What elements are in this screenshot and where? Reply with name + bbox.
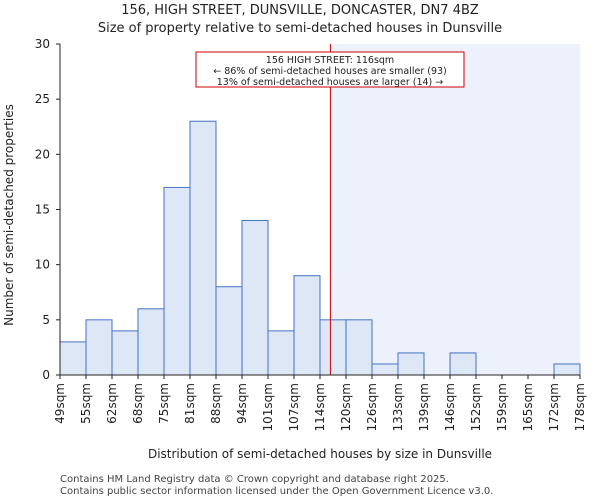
- y-tick-label: 15: [35, 203, 50, 217]
- x-tick-label: 88sqm: [209, 383, 223, 424]
- bar-101sqm: [267, 330, 295, 376]
- annotation-line-2: ← 86% of semi-detached houses are smalle…: [213, 66, 447, 77]
- bar-172sqm: [553, 363, 581, 376]
- x-tick-label: 101sqm: [261, 383, 275, 431]
- bar-114sqm: [319, 319, 347, 376]
- y-tick-label: 30: [35, 37, 50, 51]
- x-axis-label: Distribution of semi-detached houses by …: [148, 447, 492, 461]
- x-tick-label: 126sqm: [365, 383, 379, 431]
- x-tick-label: 62sqm: [105, 383, 119, 424]
- x-tick-label: 81sqm: [183, 383, 197, 424]
- bar-133sqm: [397, 352, 425, 376]
- y-tick-label: 10: [35, 258, 50, 272]
- x-tick-label: 152sqm: [469, 383, 483, 431]
- x-tick-label: 114sqm: [313, 383, 327, 431]
- x-tick-label: 107sqm: [287, 383, 301, 431]
- bar-49sqm: [59, 341, 87, 376]
- x-tick-label: 133sqm: [391, 383, 405, 431]
- x-tick-label: 94sqm: [235, 383, 249, 424]
- bar-68sqm: [137, 308, 165, 376]
- x-tick-label: 159sqm: [495, 383, 509, 431]
- bar-107sqm: [293, 275, 321, 376]
- footer-line-2: Contains public sector information licen…: [60, 486, 493, 497]
- x-tick-label: 139sqm: [417, 383, 431, 431]
- chart-subtitle: Size of property relative to semi-detach…: [98, 21, 502, 36]
- x-tick-label: 172sqm: [547, 383, 561, 431]
- bar-88sqm: [215, 286, 243, 376]
- y-axis-label: Number of semi-detached properties: [2, 104, 16, 326]
- y-tick-label: 5: [42, 313, 50, 327]
- bar-120sqm: [345, 319, 373, 376]
- footer-line-1: Contains HM Land Registry data © Crown c…: [60, 474, 449, 485]
- y-tick-label: 0: [42, 368, 50, 382]
- bar-62sqm: [111, 330, 139, 376]
- x-tick-label: 120sqm: [339, 383, 353, 431]
- bar-75sqm: [163, 186, 191, 376]
- annotation-box: [195, 51, 465, 88]
- x-tick-label: 55sqm: [79, 383, 93, 424]
- annotation-line-3: 13% of semi-detached houses are larger (…: [217, 77, 444, 88]
- annotation-line-1: 156 HIGH STREET: 116sqm: [266, 55, 394, 66]
- chart-title: 156, HIGH STREET, DUNSVILLE, DONCASTER, …: [121, 3, 479, 18]
- x-tick-label: 49sqm: [53, 383, 67, 424]
- bar-94sqm: [241, 220, 269, 376]
- y-tick-label: 20: [35, 147, 50, 161]
- x-tick-label: 75sqm: [157, 383, 171, 424]
- bar-55sqm: [85, 319, 113, 376]
- x-tick-label: 178sqm: [573, 383, 587, 431]
- x-tick-label: 146sqm: [443, 383, 457, 431]
- y-tick-label: 25: [35, 92, 50, 106]
- bar-81sqm: [189, 120, 217, 376]
- x-tick-label: 165sqm: [521, 383, 535, 431]
- bar-146sqm: [449, 352, 477, 376]
- bar-126sqm: [371, 363, 399, 376]
- x-tick-label: 68sqm: [131, 383, 145, 424]
